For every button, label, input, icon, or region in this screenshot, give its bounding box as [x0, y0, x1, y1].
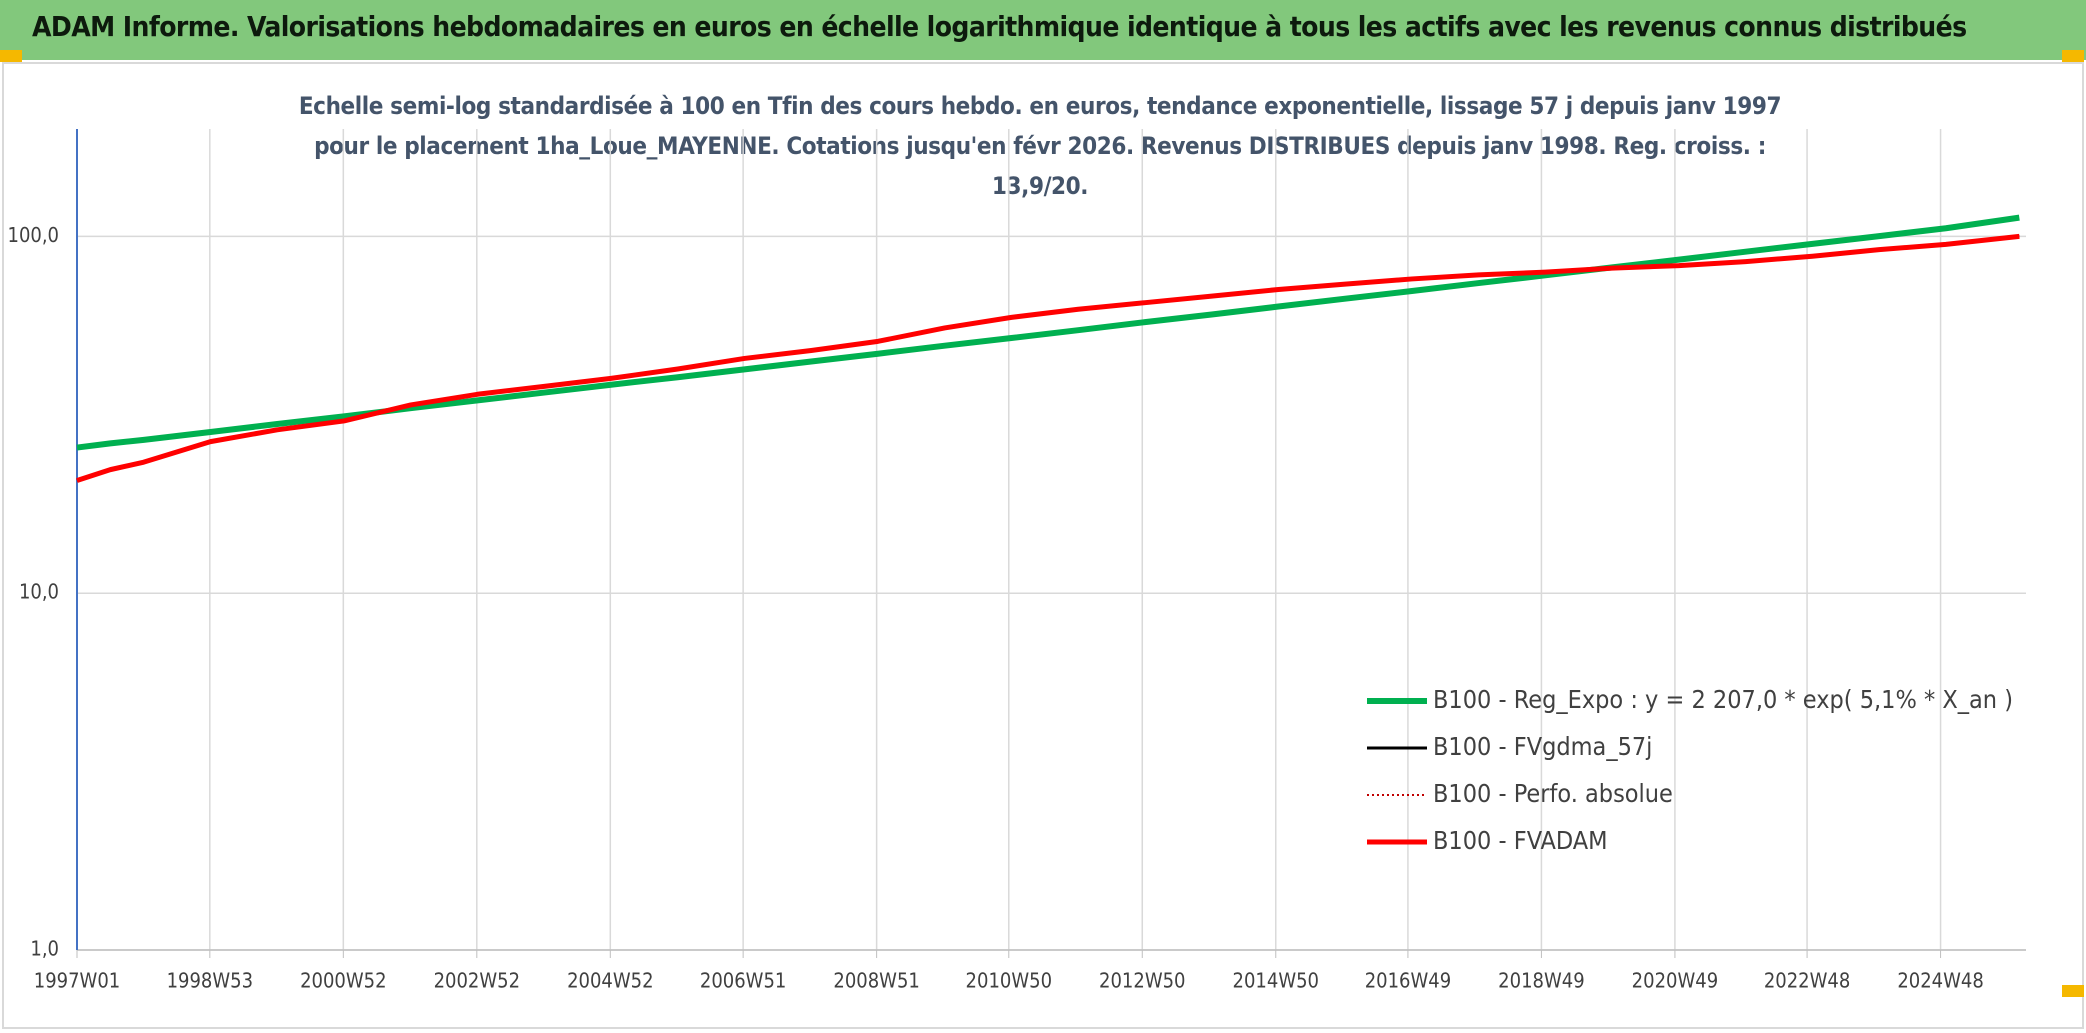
- series-line: [76, 233, 2020, 483]
- header: ADAM Informe. Valorisations hebdomadaire…: [0, 0, 2086, 60]
- x-tick-label: 2024W48: [1897, 969, 1983, 993]
- chart-frame: [2, 62, 2084, 1029]
- x-tick-label: 2010W50: [966, 969, 1052, 993]
- x-tick-label: 2020W49: [1632, 969, 1718, 993]
- x-tick-label: 2006W51: [700, 969, 786, 993]
- legend-label: B100 - Reg_Expo : y = 2 207,0 * exp( 5,1…: [1433, 685, 2013, 714]
- header-title: ADAM Informe. Valorisations hebdomadaire…: [32, 10, 1967, 43]
- x-tick-label: 2012W50: [1099, 969, 1185, 993]
- series-line: [76, 234, 2020, 482]
- series-line: [76, 235, 2020, 482]
- x-tick-label: 1997W01: [34, 969, 120, 993]
- x-tick-label: 2004W52: [567, 969, 653, 993]
- series-line: [76, 214, 2020, 451]
- legend-label: B100 - FVgdma_57j: [1433, 732, 1652, 761]
- x-tick-label: 2018W49: [1498, 969, 1584, 993]
- corner-mark: [0, 50, 22, 62]
- corner-mark: [2062, 985, 2084, 997]
- x-tick-label: 1998W53: [167, 969, 253, 993]
- chart-title: Echelle semi-log standardisée à 100 en T…: [298, 92, 1782, 200]
- x-tick-label: 2014W50: [1233, 969, 1319, 993]
- x-tick-label: 2008W51: [833, 969, 919, 993]
- x-tick-label: 2002W52: [434, 969, 520, 993]
- corner-mark: [2062, 50, 2084, 62]
- x-tick-label: 2000W52: [300, 969, 386, 993]
- x-tick-label: 2016W49: [1365, 969, 1451, 993]
- y-tick-label: 1,0: [30, 937, 59, 961]
- legend-label: B100 - FVADAM: [1433, 826, 1608, 855]
- x-tick-label: 2022W48: [1764, 969, 1850, 993]
- legend-label: B100 - Perfo. absolue: [1433, 779, 1673, 808]
- y-tick-label: 10,0: [19, 580, 59, 604]
- y-tick-label: 100,0: [8, 223, 60, 247]
